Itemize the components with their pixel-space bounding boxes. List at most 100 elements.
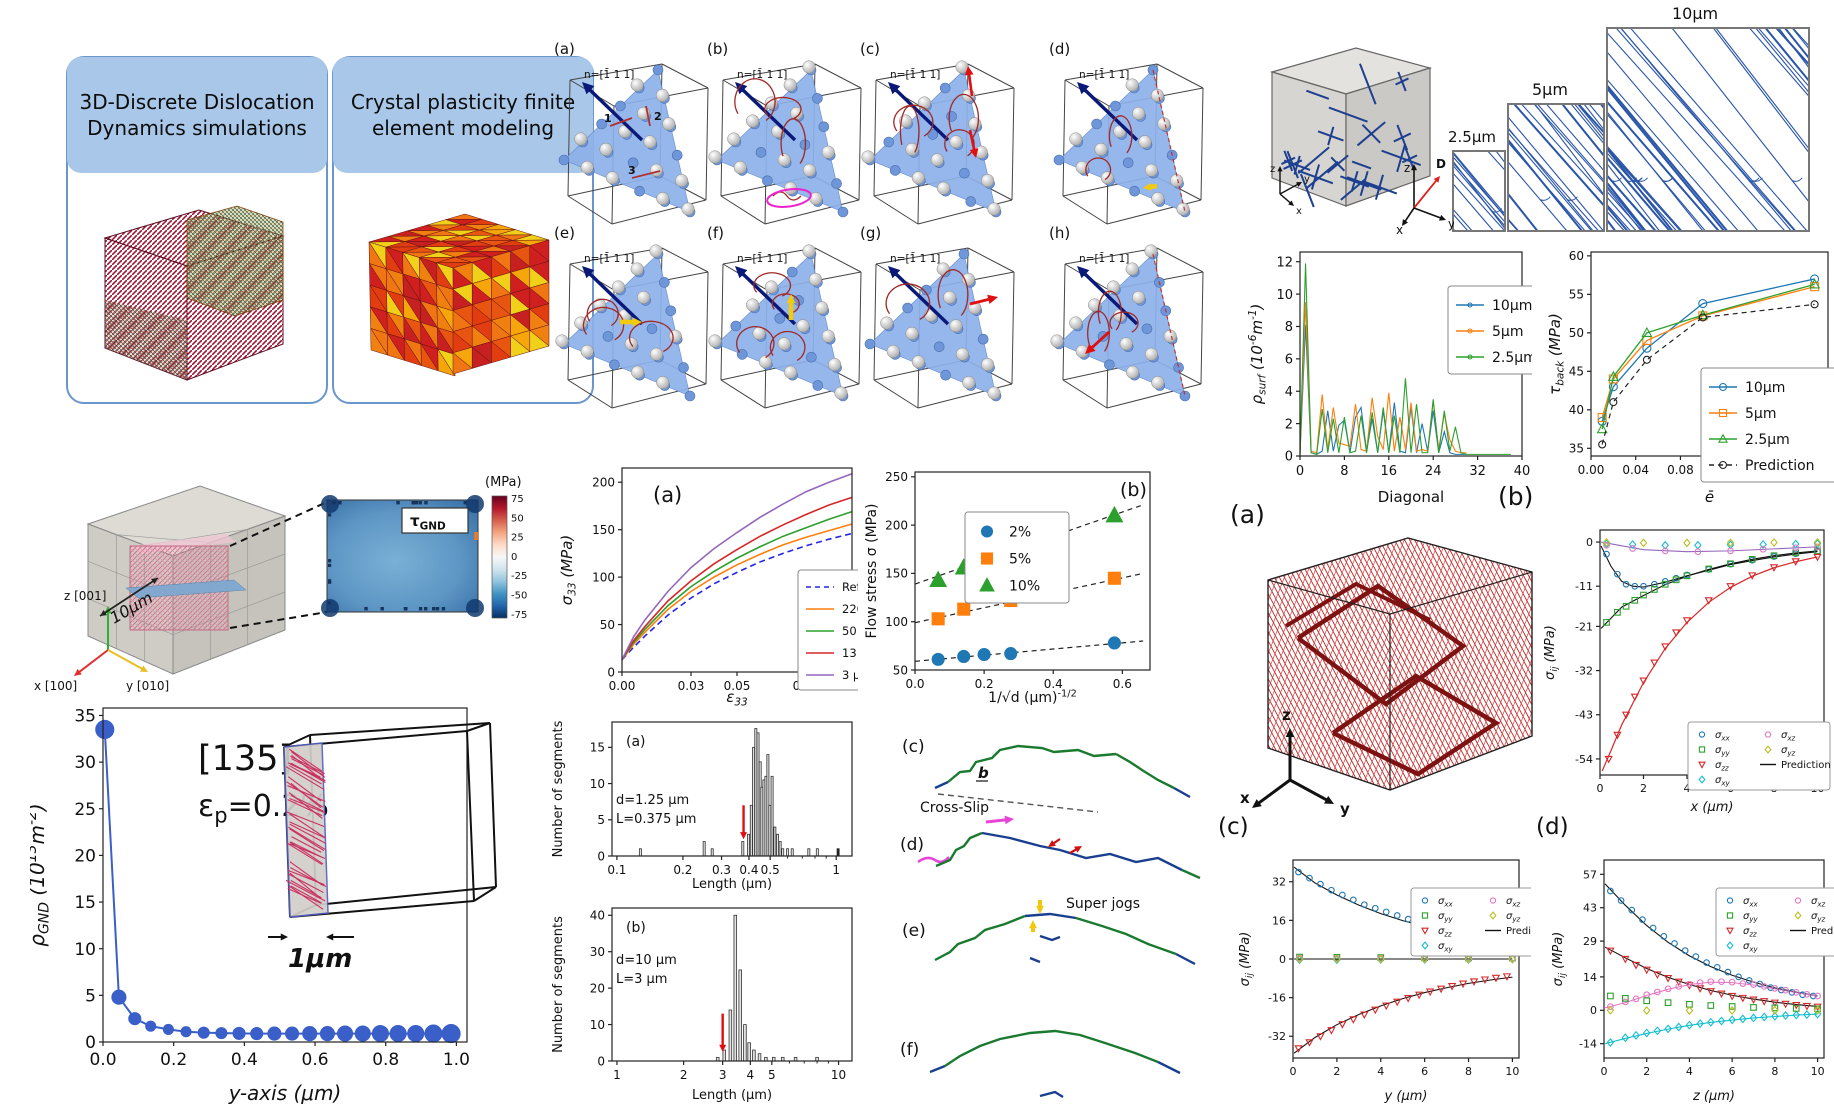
svg-text:Prediction: Prediction — [1811, 926, 1834, 937]
dislocation-source-cube: z y x — [1258, 34, 1443, 219]
svg-text:σij​ (MPa): σij​ (MPa) — [1543, 625, 1560, 680]
svg-text:Prediction: Prediction — [1781, 760, 1831, 771]
svg-text:3: 3 — [628, 164, 636, 177]
svg-text:Number of segments: Number of segments — [551, 916, 566, 1053]
sigma33-chart: 0.000.030.050.080.10050100150200ε33​σ33​… — [558, 438, 917, 710]
svg-text:τGND​: τGND​ — [410, 512, 446, 532]
taugnd-svg: τGND​ (MPa) 75 50 25 0 -25 -50 -75 z [001] x [100]… — [34, 475, 527, 693]
svg-text:Cross-Slip: Cross-Slip — [920, 800, 989, 816]
svg-text:24: 24 — [1425, 464, 1442, 479]
svg-text:σxz​: σxz​ — [1781, 730, 1795, 742]
svg-text:(b): (b) — [626, 920, 646, 936]
svg-text:3 μm: 3 μm — [842, 668, 858, 682]
size-label-2-5um: 2.5μm — [1448, 128, 1497, 146]
precipitate-panel-(g): (g) n=[1̄ 1 1] — [860, 224, 1015, 409]
svg-text:Length (μm): Length (μm) — [692, 1088, 772, 1103]
svg-text:50 μm: 50 μm — [842, 624, 858, 638]
svg-text:0: 0 — [511, 552, 517, 563]
slip10-host-svg — [1606, 27, 1810, 232]
svg-text:0: 0 — [85, 1033, 96, 1053]
svg-text:50: 50 — [1569, 326, 1584, 340]
svg-text:0: 0 — [1285, 450, 1293, 465]
svg-text:y: y — [1448, 217, 1454, 231]
svg-text:Length (μm): Length (μm) — [692, 877, 772, 892]
svg-text:0.8: 0.8 — [372, 1050, 399, 1070]
svg-text:ρGND​ (1013​m-2​): ρGND​ (1013​m-2​) — [30, 803, 52, 947]
svg-text:x [100]: x [100] — [34, 679, 77, 692]
svg-text:30: 30 — [590, 945, 605, 959]
svg-text:n=[1̄ 1 1]: n=[1̄ 1 1] — [737, 252, 787, 265]
svg-text:8: 8 — [1465, 1065, 1472, 1078]
precipitate-panel-(e): (e) n=[1̄ 1 1] — [554, 224, 709, 409]
svg-text:D: D — [1436, 157, 1446, 171]
svg-text:(c): (c) — [902, 737, 925, 757]
svg-text:Flow stress σ (MPa): Flow stress σ (MPa) — [864, 503, 880, 638]
svg-text:0: 0 — [607, 665, 615, 679]
svg-text:σyz​: σyz​ — [1811, 911, 1825, 923]
svg-text:6: 6 — [1729, 1065, 1736, 1078]
svg-text:y: y — [1340, 800, 1350, 818]
svg-text:σxx​: σxx​ — [1438, 896, 1453, 908]
svg-text:n=[1̄ 1 1]: n=[1̄ 1 1] — [890, 68, 940, 81]
svg-text:ε33​: ε33​ — [726, 688, 747, 706]
svg-text:0.04: 0.04 — [1622, 463, 1649, 477]
svg-text:50: 50 — [511, 513, 524, 524]
svg-text:0.00: 0.00 — [609, 679, 636, 693]
svg-text:σij​ (MPa): σij​ (MPa) — [1551, 932, 1568, 987]
cpfem-method-title: Crystal plasticity finite element modeli… — [333, 57, 593, 173]
svg-text:10: 10 — [590, 777, 605, 791]
svg-text:50: 50 — [893, 663, 908, 677]
svg-text:12: 12 — [1276, 255, 1293, 270]
cpfem-method-box: Crystal plasticity finite element modeli… — [332, 56, 594, 404]
svg-text:σzz​: σzz​ — [1438, 926, 1452, 938]
sigmaij-z-chart: 0 2 4 6 8 10 -14 0 14 29 43 57 z (μm) σij​ (MPa) σxx​ σ… — [1548, 838, 1834, 1104]
svg-text:-16: -16 — [1268, 992, 1286, 1005]
svg-text:5: 5 — [597, 813, 605, 827]
svg-text:Super jogs: Super jogs — [1066, 896, 1140, 912]
slip25-host-svg — [1452, 150, 1506, 232]
svg-text:σyz​: σyz​ — [1506, 911, 1520, 923]
svg-text:n=[1̄ 1 1]: n=[1̄ 1 1] — [584, 68, 634, 81]
svg-text:z [001]: z [001] — [64, 589, 106, 603]
svg-text:100: 100 — [885, 615, 908, 629]
svg-text:0.1: 0.1 — [607, 863, 626, 877]
svg-text:-25: -25 — [511, 571, 527, 582]
precipitate-panel-(h): (h) n=[1̄ 1 1] — [1049, 224, 1204, 409]
svg-text:10: 10 — [831, 1068, 846, 1082]
svg-text:10: 10 — [1811, 1065, 1825, 1078]
svg-text:0.2: 0.2 — [673, 863, 692, 877]
svg-text:0: 0 — [597, 849, 605, 863]
taugnd-figure: τGND​ (MPa) 75 50 25 0 -25 -50 -75 z [001] x [100]… — [30, 438, 562, 693]
svg-text:σzz​: σzz​ — [1743, 926, 1757, 938]
svg-text:z: z — [1282, 706, 1291, 724]
ddd-method-title: 3D-Discrete Dislocation Dynamics simulat… — [67, 57, 327, 173]
svg-text:150: 150 — [885, 567, 908, 581]
svg-text:x: x — [1296, 206, 1302, 217]
slip5-host-svg — [1507, 103, 1605, 232]
svg-text:8: 8 — [1771, 1065, 1778, 1078]
svg-text:-14: -14 — [1579, 1038, 1597, 1051]
dislocation-sketches: (c) (d) (e) (f) b Cross-Slip Super jogs — [890, 700, 1235, 1104]
svg-text:ē: ē — [1705, 488, 1714, 506]
svg-text:0.0: 0.0 — [89, 1050, 116, 1070]
svg-text:0.4: 0.4 — [739, 863, 758, 877]
svg-text:0.2: 0.2 — [160, 1050, 187, 1070]
svg-text:σyy​: σyy​ — [1715, 745, 1730, 757]
svg-text:43: 43 — [1583, 902, 1597, 915]
svg-text:-21: -21 — [1575, 620, 1593, 633]
svg-text:2.5μm: 2.5μm — [1745, 432, 1790, 448]
svg-text:-32: -32 — [1268, 1030, 1286, 1043]
size-label-5um: 5μm — [1532, 80, 1568, 99]
svg-text:b: b — [978, 764, 989, 782]
svg-text:σyz​: σyz​ — [1781, 745, 1795, 757]
svg-text:(a): (a) — [626, 734, 646, 750]
svg-text:0: 0 — [1290, 1065, 1297, 1078]
svg-text:6: 6 — [1285, 353, 1293, 368]
svg-text:n=[1̄ 1 1]: n=[1̄ 1 1] — [584, 252, 634, 265]
svg-text:(b): (b) — [1120, 479, 1147, 501]
svg-text:1.0: 1.0 — [443, 1050, 470, 1070]
svg-text:1: 1 — [832, 863, 840, 877]
svg-text:-50: -50 — [511, 591, 527, 602]
